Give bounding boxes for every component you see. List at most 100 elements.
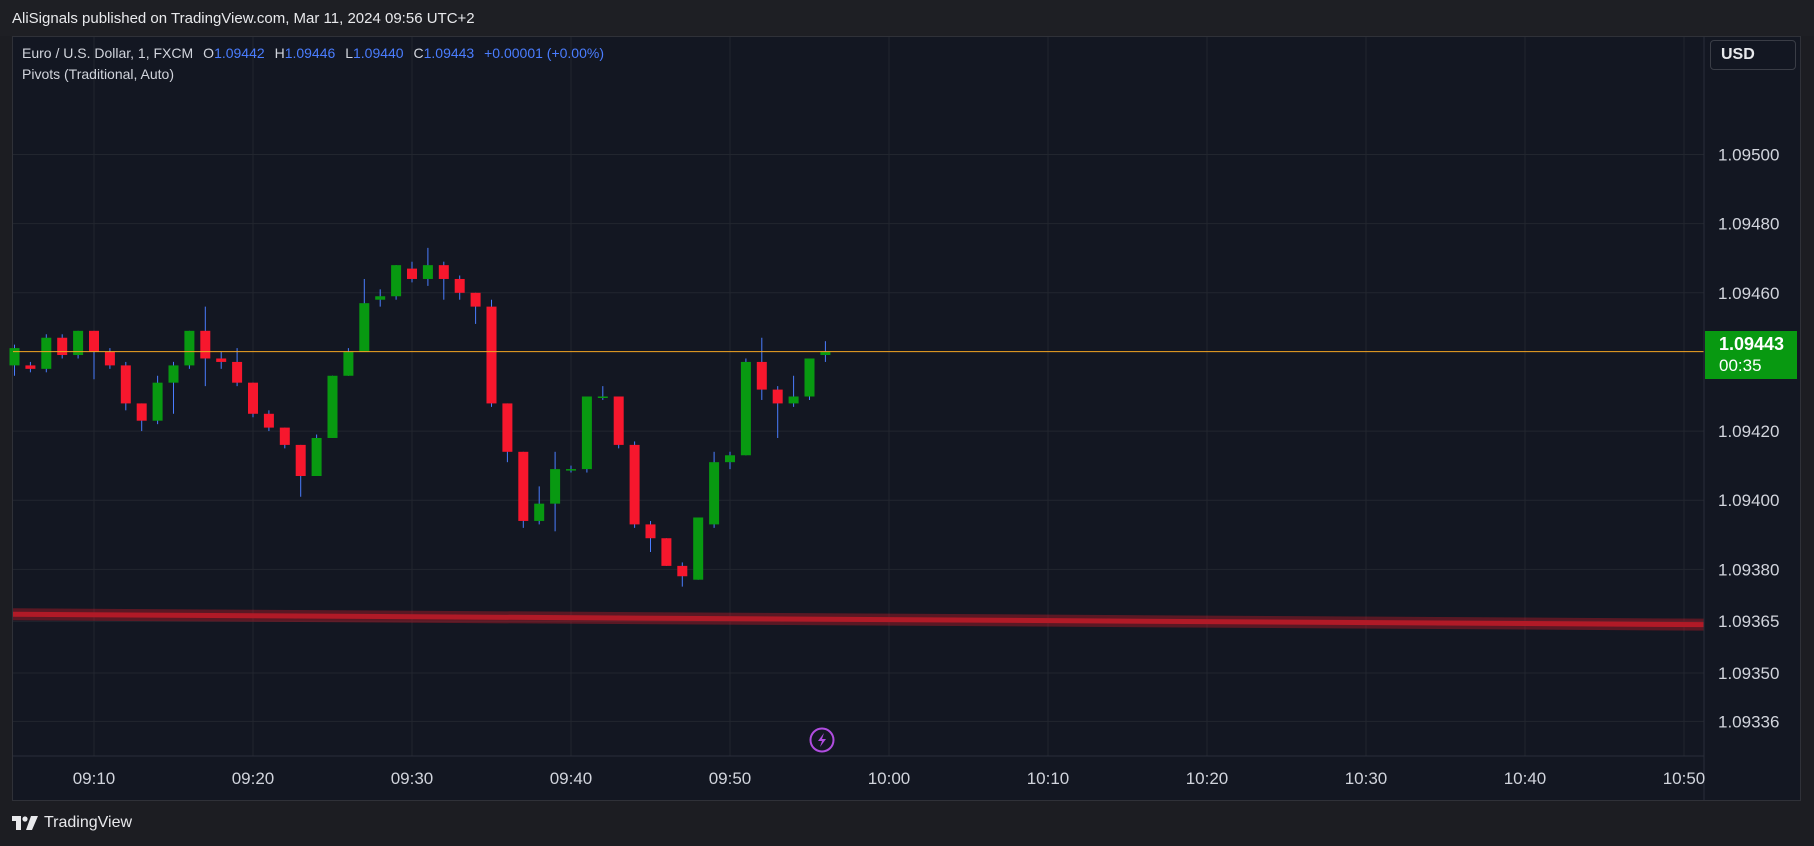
grid [13,37,1704,756]
candle [343,348,354,376]
candle-body [311,437,322,477]
candle-body [550,469,561,504]
high-value: 1.09446 [284,45,336,61]
candle-body [629,444,640,525]
candle [311,434,322,477]
candle [120,361,131,411]
candle [216,351,227,369]
last-price-badge: 1.09443 00:35 [1705,331,1797,379]
high-label: H [274,45,285,61]
candles [9,247,831,587]
candle-body [756,361,767,390]
candle-body [661,538,672,566]
candle [168,361,179,414]
candle-body [581,396,592,470]
candle [454,275,465,300]
time-tick-label: 09:50 [709,769,752,788]
candle-body [740,361,751,456]
candle-body [518,451,529,521]
candle [232,348,243,387]
time-tick-label: 09:10 [73,769,116,788]
candle [566,465,576,473]
candle [248,382,258,418]
candle-body [788,396,799,404]
price-tick-label: 1.09500 [1718,146,1779,165]
price-tick-label: 1.09336 [1718,712,1779,731]
candle [581,396,592,473]
candle [597,386,608,400]
candle-body [136,403,147,421]
candle [804,358,815,400]
candle [677,562,688,587]
candle-body [422,265,433,279]
close-label: C [413,45,424,61]
candle-body [168,365,179,383]
candle-body [104,351,115,366]
candle [756,337,767,400]
open-label: O [203,45,215,61]
price-tick-label: 1.09480 [1718,215,1779,234]
candle [725,451,735,470]
candle [9,344,20,376]
candle [89,330,99,380]
candle [136,403,147,432]
candle [327,375,338,438]
symbol-legend[interactable]: Euro / U.S. Dollar, 1, FXCM O1.09442 H1.0… [22,45,604,61]
time-tick-label: 10:50 [1663,769,1706,788]
price-tick-label: 1.09400 [1718,491,1779,510]
price-tick-label: 1.09420 [1718,422,1779,441]
candle [740,358,751,456]
candle [422,247,433,286]
indicator-label[interactable]: Pivots (Traditional, Auto) [22,66,174,82]
footer-brand[interactable]: TradingView [12,814,132,832]
low-label: L [345,45,353,61]
time-tick-label: 10:20 [1186,769,1229,788]
candle [518,451,529,528]
candle-body [359,303,370,352]
candle-body [820,351,831,356]
candle-body [566,469,576,471]
publisher-info: AliSignals published on TradingView.com,… [12,10,475,27]
candle [502,403,513,463]
candle-body [645,524,656,539]
lightning-icon[interactable] [809,727,835,753]
candle [438,261,449,300]
candle [375,289,386,307]
candle-body [216,358,227,362]
candle [152,375,163,425]
candle-body [327,375,338,438]
candle-body [248,382,258,414]
candle [772,386,783,438]
time-tick-label: 10:10 [1027,769,1070,788]
candle-body [295,444,306,477]
last-price-value: 1.09443 [1719,334,1785,354]
candle-body [200,330,211,359]
time-tick-label: 10:00 [868,769,911,788]
candle-body [232,361,243,383]
candle-body [804,358,815,397]
candle-body [152,382,163,421]
price-axis[interactable]: 1.09500 1.09480 1.09460 1.09420 1.09400 1.093… [1718,146,1779,732]
tradingview-logo-icon [12,816,38,830]
candle-body [263,413,274,428]
candle [200,306,211,387]
time-tick-label: 09:30 [391,769,434,788]
candle-body [725,455,735,463]
low-value: 1.09440 [352,45,404,61]
currency-button[interactable]: USD [1710,40,1796,70]
candle-body [470,292,481,307]
price-tick-label: 1.09350 [1718,664,1779,683]
price-tick-label: 1.09365 [1718,612,1779,631]
candle-body [597,396,608,398]
candle [486,299,497,407]
candle [279,427,290,449]
time-axis[interactable]: 09:10 09:20 09:30 09:40 09:50 10:00 10:10 10:20… [73,769,1706,788]
candle [73,330,84,359]
time-tick-label: 09:20 [232,769,275,788]
footer-brand-label: TradingView [44,814,133,831]
candle [184,330,195,369]
candle-body [184,330,195,366]
top-bar: AliSignals published on TradingView.com,… [0,0,1814,36]
candle [263,410,274,432]
